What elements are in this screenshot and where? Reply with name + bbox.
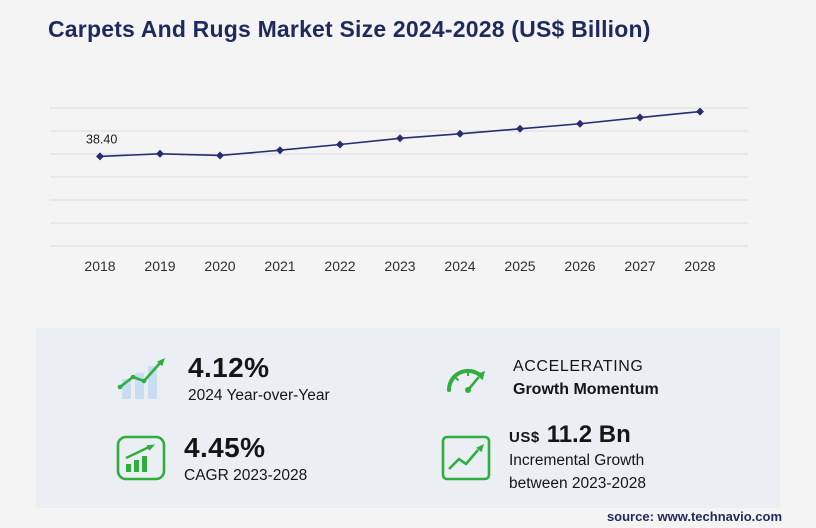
speedometer-icon	[446, 368, 485, 393]
incremental-value: 11.2 Bn	[546, 421, 631, 449]
x-tick-label: 2022	[324, 258, 355, 274]
stat-cagr: 4.45% CAGR 2023-2028	[116, 418, 441, 498]
cagr-value: 4.45%	[184, 431, 266, 463]
data-point	[336, 140, 344, 149]
data-point	[156, 149, 164, 158]
yoy-growth-value: 4.12%	[188, 351, 270, 383]
first-point-label: 38.40	[86, 132, 117, 146]
x-tick-label: 2024	[444, 258, 475, 274]
x-tick-label: 2021	[264, 258, 295, 274]
stat-incremental-growth: US$ 11.2 Bn Incremental Growth between 2…	[441, 418, 766, 498]
data-point	[96, 152, 104, 161]
x-tick-label: 2019	[144, 258, 175, 274]
incremental-growth-icon	[441, 435, 491, 481]
x-tick-label: 2028	[684, 258, 715, 274]
stat-growth-momentum: ACCELERATING Growth Momentum	[441, 338, 766, 418]
x-tick-label: 2018	[84, 258, 115, 274]
bar-growth-icon	[117, 358, 165, 399]
cagr-label: CAGR 2023-2028	[184, 466, 308, 484]
cagr-chart-icon	[116, 435, 166, 481]
data-point	[276, 146, 284, 155]
x-tick-label: 2027	[624, 258, 655, 274]
page-title: Carpets And Rugs Market Size 2024-2028 (…	[48, 16, 651, 42]
x-tick-label: 2025	[504, 258, 535, 274]
momentum-label: Growth Momentum	[513, 380, 659, 398]
data-point	[576, 119, 584, 128]
incremental-label-line1: Incremental Growth	[509, 452, 645, 470]
source-attribution: source: www.technavio.com	[606, 509, 782, 524]
data-point	[696, 107, 704, 116]
incremental-label-line2: between 2023-2028	[509, 475, 647, 492]
data-point	[636, 113, 644, 122]
data-point	[456, 129, 464, 138]
x-tick-label: 2023	[384, 258, 415, 274]
stats-panel: 4.12% 2024 Year-over-Year ACCELERATING G…	[36, 328, 780, 508]
market-line-chart: 2018 2019 2020 2021 2022 2023 2024 2025 2026 2027…	[50, 107, 748, 274]
x-tick-label: 2020	[204, 258, 235, 274]
yoy-growth-label: 2024 Year-over-Year	[188, 386, 330, 404]
data-point	[216, 151, 224, 160]
incremental-value-prefix: US$	[509, 429, 540, 447]
momentum-value: ACCELERATING	[513, 357, 644, 375]
data-point	[396, 134, 404, 143]
x-tick-label: 2026	[564, 258, 595, 274]
data-point	[516, 124, 524, 133]
market-size-line	[99, 110, 701, 158]
stat-yoy-growth: 4.12% 2024 Year-over-Year	[116, 338, 441, 418]
